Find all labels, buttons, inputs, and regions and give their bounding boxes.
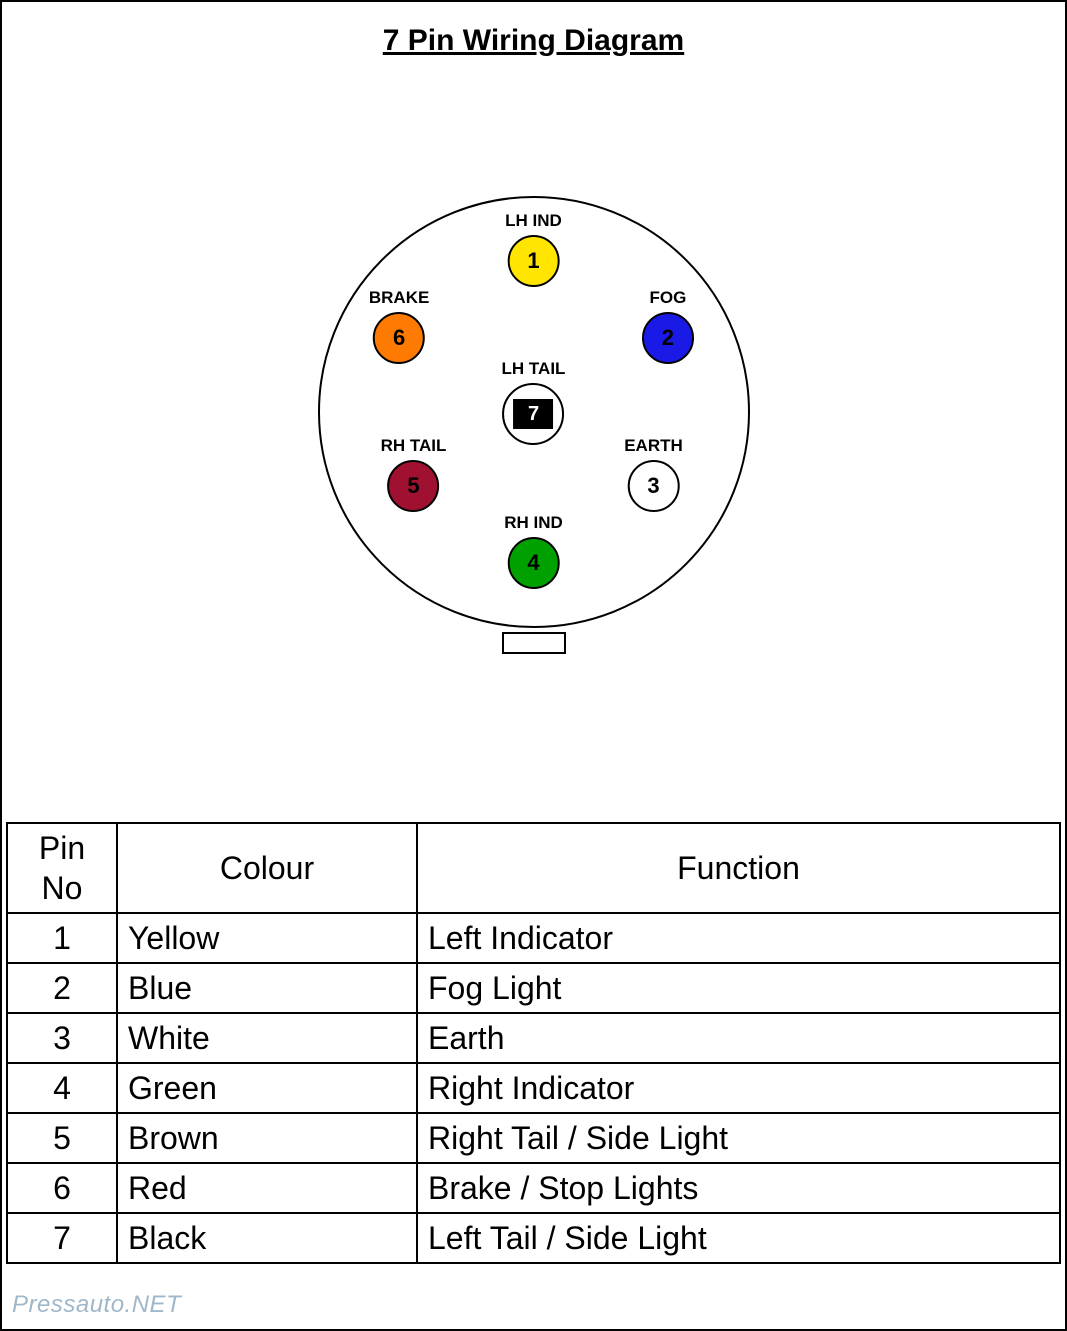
pin-dot: 1 [507, 235, 559, 287]
col-colour: Colour [117, 823, 417, 913]
pin-label: BRAKE [369, 288, 429, 308]
table-row: 2BlueFog Light [7, 963, 1060, 1013]
table-row: 7BlackLeft Tail / Side Light [7, 1213, 1060, 1263]
cell-colour: Yellow [117, 913, 417, 963]
pin-number: 7 [514, 399, 554, 429]
pin-3: EARTH 3 [624, 436, 683, 512]
pin-table: Pin No Colour Function 1YellowLeft Indic… [6, 822, 1061, 1264]
cell-function: Right Tail / Side Light [417, 1113, 1060, 1163]
cell-colour: White [117, 1013, 417, 1063]
cell-colour: Black [117, 1213, 417, 1263]
cell-function: Earth [417, 1013, 1060, 1063]
cell-function: Fog Light [417, 963, 1060, 1013]
pin-label: FOG [642, 288, 694, 308]
pin-2: FOG 2 [642, 288, 694, 364]
table-row: 1YellowLeft Indicator [7, 913, 1060, 963]
cell-colour: Red [117, 1163, 417, 1213]
cell-pinno: 1 [7, 913, 117, 963]
pin-label: LH TAIL [502, 359, 566, 379]
cell-pinno: 2 [7, 963, 117, 1013]
pin-table-element: Pin No Colour Function 1YellowLeft Indic… [6, 822, 1061, 1264]
pin-5: RH TAIL 5 [381, 436, 447, 512]
pin-4: RH IND 4 [504, 513, 563, 589]
table-row: 5BrownRight Tail / Side Light [7, 1113, 1060, 1163]
cell-colour: Brown [117, 1113, 417, 1163]
cell-colour: Green [117, 1063, 417, 1113]
pin-dot: 6 [373, 312, 425, 364]
table-header-row: Pin No Colour Function [7, 823, 1060, 913]
pin-dot: 4 [508, 537, 560, 589]
pin-dot: 5 [387, 460, 439, 512]
cell-function: Brake / Stop Lights [417, 1163, 1060, 1213]
pin-dot: 3 [628, 460, 680, 512]
connector-diagram: LH IND 1 FOG 2 EARTH 3 RH IND 4 RH TAIL 5 BRAKE 6 LH… [294, 172, 774, 652]
pin-dot: 7 [503, 383, 565, 445]
pin-7: LH TAIL 7 [502, 359, 566, 445]
cell-pinno: 6 [7, 1163, 117, 1213]
watermark: Pressauto.NET [12, 1291, 181, 1319]
table-row: 4GreenRight Indicator [7, 1063, 1060, 1113]
cell-pinno: 7 [7, 1213, 117, 1263]
cell-function: Left Indicator [417, 913, 1060, 963]
cell-function: Left Tail / Side Light [417, 1213, 1060, 1263]
table-row: 6RedBrake / Stop Lights [7, 1163, 1060, 1213]
col-pinno: Pin No [7, 823, 117, 913]
page-title: 7 Pin Wiring Diagram [2, 24, 1065, 58]
pin-dot: 2 [642, 312, 694, 364]
cell-pinno: 3 [7, 1013, 117, 1063]
cell-pinno: 5 [7, 1113, 117, 1163]
pin-6: BRAKE 6 [369, 288, 429, 364]
table-row: 3WhiteEarth [7, 1013, 1060, 1063]
pin-label: RH IND [504, 513, 563, 533]
pin-1: LH IND 1 [505, 211, 562, 287]
pin-label: EARTH [624, 436, 683, 456]
cell-colour: Blue [117, 963, 417, 1013]
connector-notch [502, 632, 566, 654]
col-function: Function [417, 823, 1060, 913]
cell-pinno: 4 [7, 1063, 117, 1113]
page: 7 Pin Wiring Diagram LH IND 1 FOG 2 EARTH 3 RH… [0, 0, 1067, 1331]
cell-function: Right Indicator [417, 1063, 1060, 1113]
pin-label: RH TAIL [381, 436, 447, 456]
pin-label: LH IND [505, 211, 562, 231]
